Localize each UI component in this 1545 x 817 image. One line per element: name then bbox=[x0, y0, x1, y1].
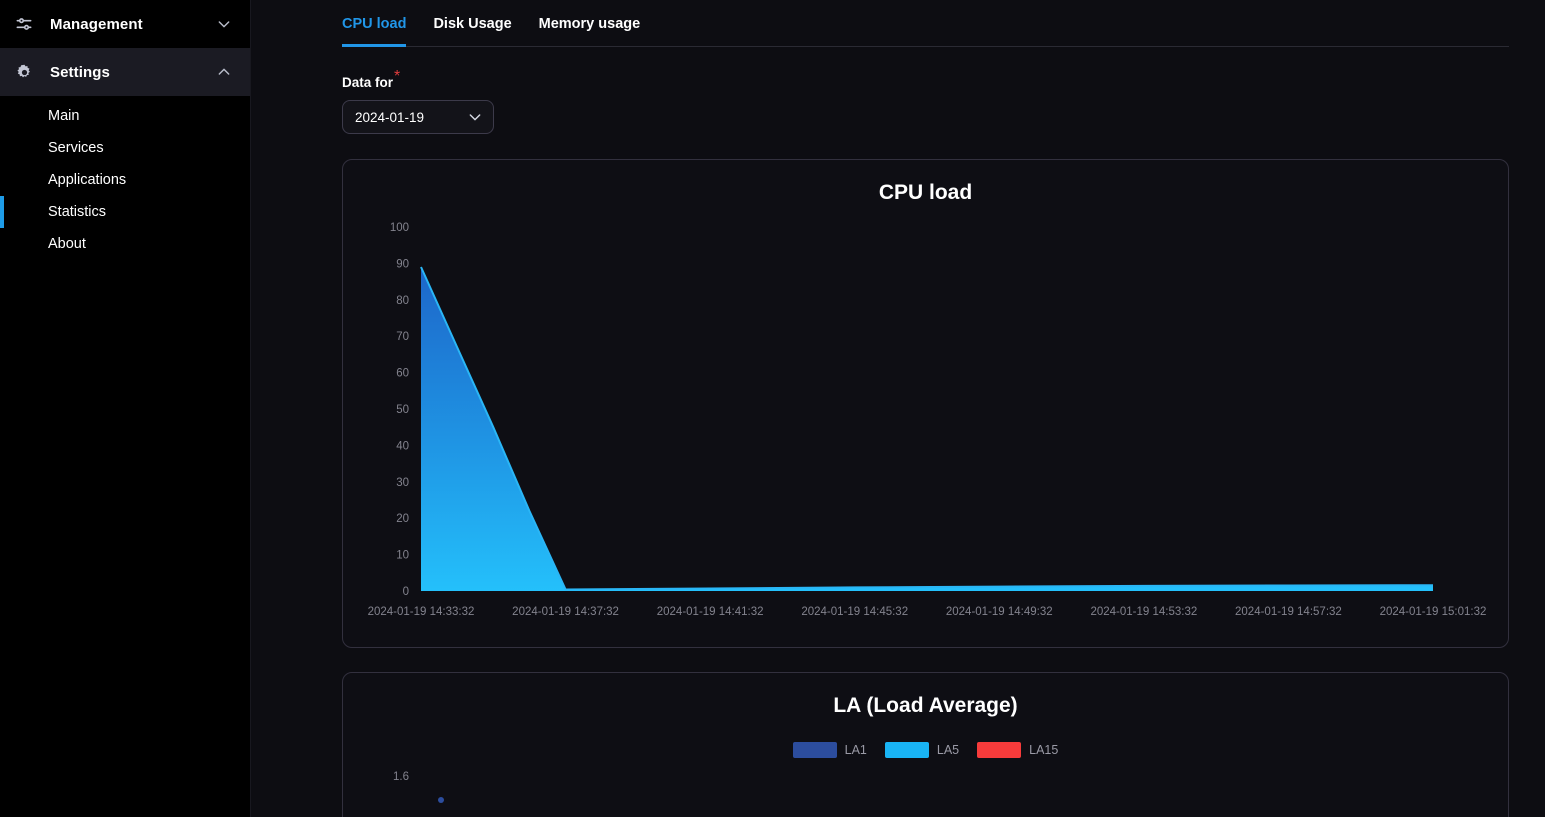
tab-bar: CPU load Disk Usage Memory usage bbox=[342, 0, 1509, 47]
svg-text:2024-01-19 14:37:32: 2024-01-19 14:37:32 bbox=[512, 606, 619, 618]
svg-text:60: 60 bbox=[396, 368, 409, 380]
svg-text:70: 70 bbox=[396, 331, 409, 343]
legend-swatch-la1 bbox=[792, 742, 837, 758]
legend-item-la5[interactable]: LA5 bbox=[884, 742, 960, 758]
svg-text:0: 0 bbox=[403, 586, 409, 598]
active-indicator bbox=[0, 100, 4, 132]
sidebar-item-statistics[interactable]: Statistics bbox=[0, 196, 250, 228]
svg-text:100: 100 bbox=[390, 222, 409, 234]
la-legend: LA1 LA5 LA15 bbox=[343, 742, 1508, 758]
svg-text:2024-01-19 14:57:32: 2024-01-19 14:57:32 bbox=[1235, 606, 1342, 618]
sidebar-item-label: Services bbox=[48, 140, 104, 156]
svg-text:2024-01-19 14:33:32: 2024-01-19 14:33:32 bbox=[368, 606, 475, 618]
sidebar-group-management[interactable]: Management bbox=[0, 0, 250, 48]
la-chart-svg: 1.6 bbox=[393, 771, 444, 803]
sidebar-submenu-settings: Main Services Applications Statistics Ab… bbox=[0, 96, 250, 268]
la-y-axis-ticks: 1.6 bbox=[393, 771, 409, 783]
cpu-area-path bbox=[421, 267, 1433, 591]
tab-cpu-load[interactable]: CPU load bbox=[342, 16, 407, 47]
svg-text:90: 90 bbox=[396, 258, 409, 270]
la-chart-title: LA (Load Average) bbox=[833, 694, 1018, 717]
cpu-load-chart-svg: 0 10 20 30 40 50 60 70 80 90 100 2024-01-19 14:33:… bbox=[368, 222, 1487, 618]
tab-disk-usage[interactable]: Disk Usage bbox=[433, 16, 512, 32]
la-chart[interactable]: 1.6 bbox=[343, 758, 1508, 817]
legend-label-la5: LA5 bbox=[936, 743, 960, 757]
sliders-icon bbox=[12, 12, 36, 36]
svg-text:2024-01-19 15:01:32: 2024-01-19 15:01:32 bbox=[1380, 606, 1487, 618]
sidebar-item-services[interactable]: Services bbox=[0, 132, 250, 164]
legend-item-la15[interactable]: LA15 bbox=[977, 742, 1058, 758]
svg-text:80: 80 bbox=[396, 295, 409, 307]
la1-data-point bbox=[438, 797, 444, 803]
svg-text:2024-01-19 14:41:32: 2024-01-19 14:41:32 bbox=[657, 606, 764, 618]
svg-text:10: 10 bbox=[396, 550, 409, 562]
sidebar-item-label: Statistics bbox=[48, 204, 107, 220]
chevron-down-icon[interactable] bbox=[216, 16, 232, 32]
svg-text:20: 20 bbox=[396, 513, 409, 525]
gear-icon bbox=[12, 60, 36, 84]
date-select-value: 2024-01-19 bbox=[355, 109, 425, 125]
main-content: CPU load Disk Usage Memory usage Data fo… bbox=[251, 0, 1545, 817]
active-indicator bbox=[0, 196, 4, 228]
sidebar-item-applications[interactable]: Applications bbox=[0, 164, 250, 196]
sidebar-item-label: Main bbox=[48, 108, 80, 124]
data-for-label-row: Data for* bbox=[342, 68, 1509, 100]
svg-text:50: 50 bbox=[396, 404, 409, 416]
cpu-load-panel: CPU load 0 10 20 30 40 50 60 70 80 90 100 2024-01-… bbox=[342, 159, 1509, 648]
cpu-y-axis-ticks: 0 10 20 30 40 50 60 70 80 90 100 bbox=[390, 222, 409, 598]
svg-text:2024-01-19 14:45:32: 2024-01-19 14:45:32 bbox=[801, 606, 908, 618]
svg-text:40: 40 bbox=[396, 440, 409, 452]
sidebar-item-main[interactable]: Main bbox=[0, 100, 250, 132]
cpu-x-axis-ticks: 2024-01-19 14:33:32 2024-01-19 14:37:32 20… bbox=[368, 606, 1487, 618]
svg-text:30: 30 bbox=[396, 477, 409, 489]
legend-item-la1[interactable]: LA1 bbox=[792, 742, 867, 758]
sidebar-item-label: About bbox=[48, 236, 86, 252]
date-select[interactable]: 2024-01-19 bbox=[342, 100, 494, 134]
active-indicator bbox=[0, 228, 4, 260]
svg-text:1.6: 1.6 bbox=[393, 771, 409, 783]
chevron-down-icon[interactable] bbox=[467, 109, 483, 125]
sidebar-item-about[interactable]: About bbox=[0, 228, 250, 260]
sidebar-group-label-management: Management bbox=[50, 15, 143, 33]
active-indicator bbox=[0, 164, 4, 196]
tab-memory-usage[interactable]: Memory usage bbox=[538, 16, 641, 32]
la-panel: LA (Load Average) LA1 LA5 LA15 1.6 bbox=[342, 672, 1509, 817]
legend-label-la1: LA1 bbox=[844, 743, 867, 757]
cpu-load-chart-title: CPU load bbox=[878, 181, 973, 204]
data-for-label: Data for bbox=[342, 75, 394, 90]
sidebar-group-settings[interactable]: Settings bbox=[0, 48, 250, 96]
legend-swatch-la5 bbox=[884, 742, 929, 758]
legend-swatch-la15 bbox=[977, 742, 1022, 758]
chevron-up-icon[interactable] bbox=[216, 64, 232, 80]
svg-text:2024-01-19 14:49:32: 2024-01-19 14:49:32 bbox=[946, 606, 1053, 618]
required-marker: * bbox=[394, 67, 401, 85]
sidebar-item-label: Applications bbox=[48, 172, 127, 188]
sidebar: Management Settings bbox=[0, 0, 251, 817]
data-for-field: Data for* 2024-01-19 bbox=[342, 68, 1509, 134]
sidebar-group-label-settings: Settings bbox=[50, 63, 110, 81]
legend-label-la15: LA15 bbox=[1029, 743, 1059, 757]
cpu-load-chart[interactable]: 0 10 20 30 40 50 60 70 80 90 100 2024-01-19 14:33:… bbox=[343, 205, 1508, 635]
cpu-line-path bbox=[420, 266, 1434, 591]
svg-text:2024-01-19 14:53:32: 2024-01-19 14:53:32 bbox=[1090, 606, 1197, 618]
active-indicator bbox=[0, 132, 4, 164]
